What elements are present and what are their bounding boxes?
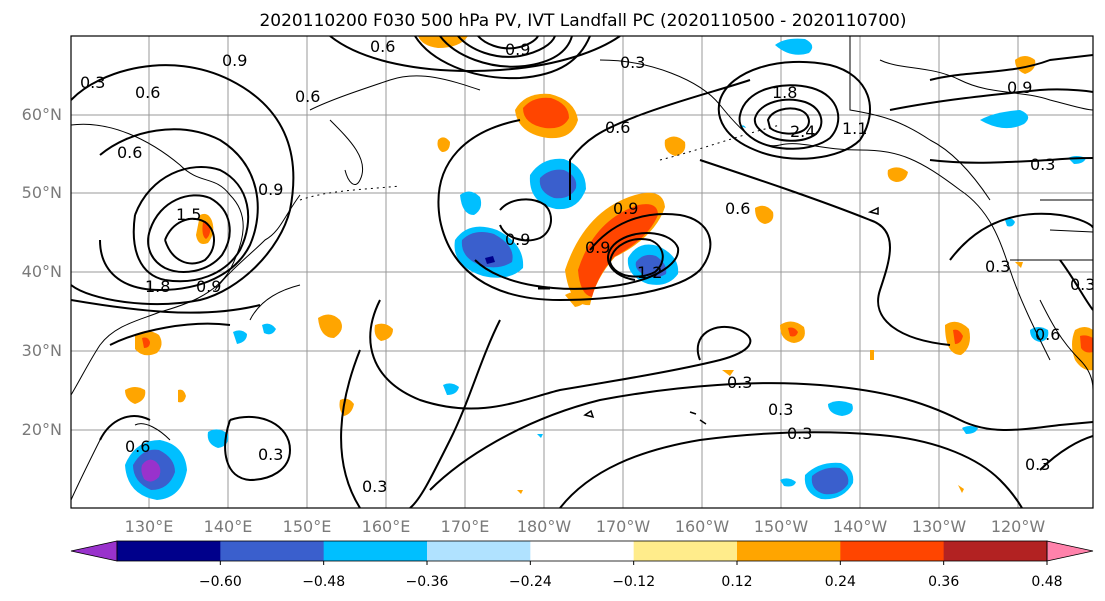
colorbar-tick-label: −0.60 [199,574,242,590]
contour-label: 0.3 [362,477,387,496]
map-panel: 0.9 0.6 0.6 0.3 0.6 0.9 1.8 1.5 0.9 0.6 … [70,35,1095,509]
colorbar-tick-label: 0.24 [825,574,856,590]
lon-label: 140°W [833,517,888,536]
positive-anomaly-patch [664,136,874,376]
contour-label: 0.3 [1070,275,1095,294]
colorbar-tick-label: 0.12 [721,574,752,590]
contour-label: 0.6 [125,437,150,456]
colorbar-tick-label: −0.12 [612,574,655,590]
lon-label: 130°E [125,517,174,536]
contour-label: 0.9 [505,230,530,249]
contour-label: 0.3 [80,73,105,92]
colorbar-segment [117,541,221,561]
contour-label: 0.6 [1035,325,1060,344]
lon-label: 130°W [912,517,967,536]
colorbar-segment [633,541,738,561]
contour-label: 0.6 [370,37,395,56]
colorbar-segment [323,541,428,561]
lat-label: 50°N [22,183,62,202]
lon-label: 120°W [991,517,1046,536]
contour-label: 1.1 [842,119,867,138]
contour-label: 1.8 [145,277,170,296]
negative-anomaly-patch [962,110,1086,434]
colorbar-segment [943,541,1048,561]
contour-label: 0.6 [135,83,160,102]
contour-label: 0.9 [222,51,247,70]
lat-label: 40°N [22,262,62,281]
negative-anomaly-patch [454,158,586,278]
contour-label: 0.3 [1025,455,1050,474]
positive-anomaly-patch [418,36,578,152]
colorbar-tick-label: −0.48 [302,574,345,590]
contour-label: 0.3 [620,53,645,72]
colorbar-tick-label: −0.24 [509,574,552,590]
lon-label: 140°E [204,517,253,536]
positive-anomaly-patch [517,56,1093,494]
lon-label: 150°E [283,517,332,536]
contour-label: 0.3 [727,373,752,392]
lon-label: 160°W [675,517,730,536]
contour-label: 0.3 [985,257,1010,276]
map-title: 2020110200 F030 500 hPa PV, IVT Landfall… [259,11,906,31]
colorbar-extend-low [70,540,118,562]
lat-label: 60°N [22,105,62,124]
contour-label: 2.4 [790,122,815,141]
contour-label: 0.3 [768,400,793,419]
lon-label: 160°E [362,517,411,536]
positive-anomaly-patch [125,314,393,416]
lon-label: 170°W [596,517,651,536]
contour-label: 0.9 [505,40,530,59]
colorbar-segment [220,541,325,561]
colorbar-extend-high [1046,540,1094,562]
contour-label: 0.6 [117,143,142,162]
colorbar-segment [530,541,635,561]
contour-label: 0.9 [1007,78,1032,97]
lat-label: 30°N [22,341,62,360]
negative-anomaly-patch [740,38,854,500]
contour-label: 0.6 [605,118,630,137]
contour-label: 0.9 [196,277,221,296]
contour-label: 1.8 [772,83,797,102]
colorbar-tick-label: 0.36 [928,574,959,590]
contour-labels: 0.9 0.6 0.6 0.3 0.6 0.9 1.8 1.5 0.9 0.6 … [80,37,1095,496]
contour-label: 1.2 [637,263,662,282]
contour-label: 0.3 [787,424,812,443]
lon-label: 170°E [441,517,490,536]
colorbar-segments [70,540,1094,562]
colorbar-tick-label: −0.36 [406,574,449,590]
lon-label: 180°W [517,517,572,536]
lon-label: 150°W [754,517,809,536]
colorbar-segment [737,541,841,561]
contour-label: 0.9 [585,238,610,257]
map-frame [70,35,1094,509]
latitude-labels: 60°N 50°N 40°N 30°N 20°N [22,105,62,439]
colorbar-segment [840,541,945,561]
colorbar-tick-label: 0.48 [1031,574,1062,590]
colorbar-ticks: −0.60 −0.48 −0.36 −0.24 −0.12 0.12 0.24 0.36 0.4… [199,561,1063,590]
colorbar-frame [116,540,1048,562]
longitude-labels: 130°E 140°E 150°E 160°E 170°E 180°W 170°W 160°W… [125,517,1046,536]
contour-label: 0.3 [1030,155,1055,174]
contour-label: 0.6 [725,199,750,218]
contour-label: 0.9 [613,199,638,218]
lat-label: 20°N [22,420,62,439]
contour-label: 0.6 [295,87,320,106]
contour-label: 0.9 [258,180,283,199]
negative-anomaly-patch [207,323,543,448]
negative-anomaly-patch [125,440,187,500]
contour-label: 0.3 [258,445,283,464]
contour-label: 1.5 [176,205,201,224]
colorbar-segment [427,541,531,561]
colorbar: −0.60 −0.48 −0.36 −0.24 −0.12 0.12 0.24 0.36 0.4… [70,540,1094,590]
pv-contours [71,36,1093,508]
